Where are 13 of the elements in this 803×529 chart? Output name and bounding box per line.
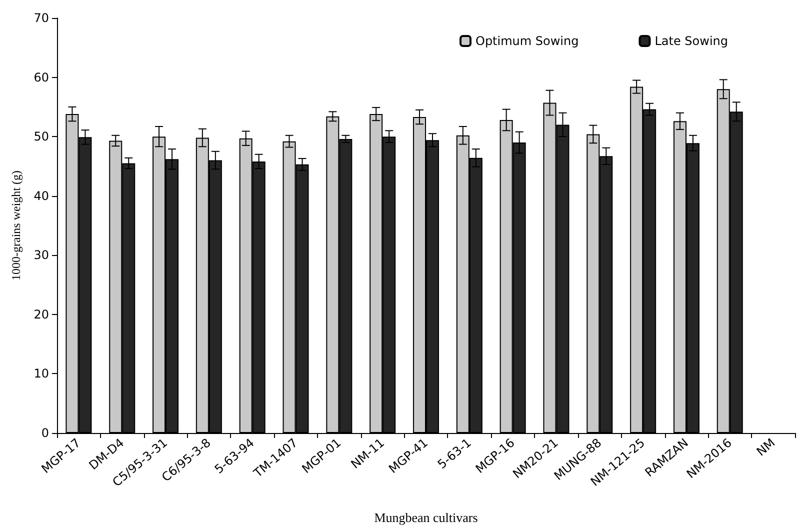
y-tick-label: 70 <box>34 11 49 25</box>
y-tick-label: 10 <box>34 366 49 381</box>
y-tick-label: 50 <box>34 130 49 144</box>
y-tick-label: 40 <box>34 188 49 203</box>
x-axis-title: Mungbean cultivars <box>374 510 478 525</box>
legend-label: Late Sowing <box>654 34 728 48</box>
y-tick-label: 30 <box>34 248 49 262</box>
y-axis-title: 1000-grains weight (g) <box>9 170 23 280</box>
y-tick-label: 60 <box>34 70 49 84</box>
y-tick-label: 0 <box>41 426 49 440</box>
x-tick-label: NM <box>754 436 778 459</box>
legend-label: Optimum Sowing <box>476 34 579 48</box>
y-tick-label: 20 <box>34 307 49 322</box>
